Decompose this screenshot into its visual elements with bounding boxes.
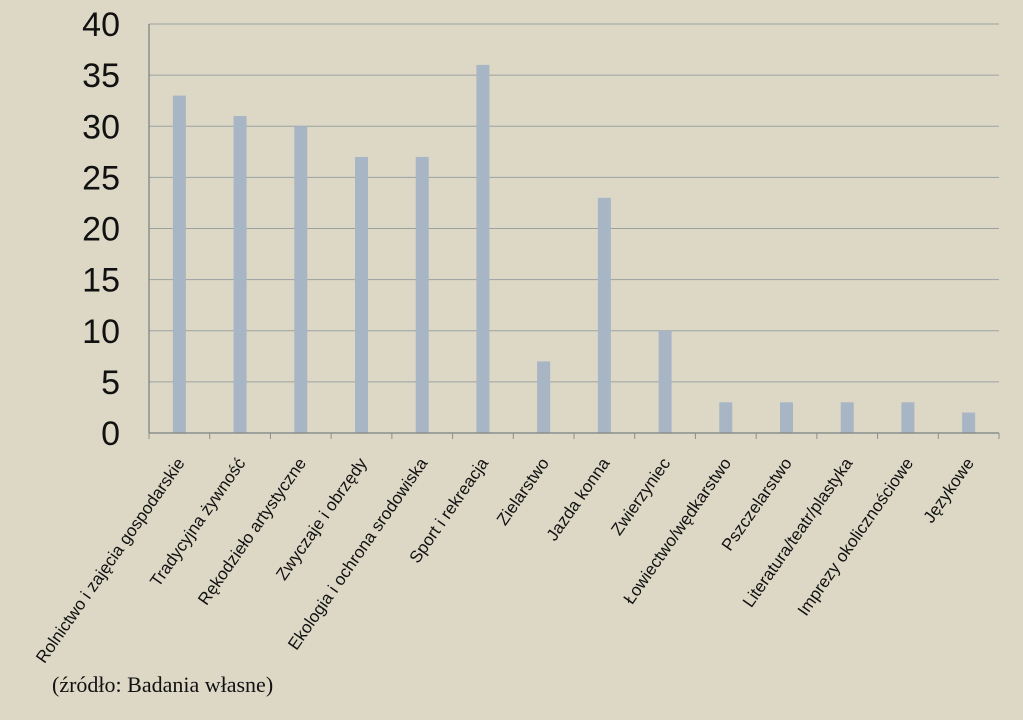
x-tick-label: Jazda konna [543,454,614,544]
y-tick-label: 15 [82,262,120,300]
x-tick-label: Językowe [920,454,978,526]
y-tick-label: 40 [82,6,120,44]
x-tick-labels: Rolnictwo i zajęcia gospodarskieTradycyj… [32,454,978,667]
y-tick-label: 5 [101,364,120,402]
gridlines [149,23,999,383]
x-tick-label: Rękodzieło artystyczne [194,454,310,608]
bar [597,197,611,433]
y-tick-label: 0 [101,415,120,453]
bar [962,412,976,433]
bar [840,402,854,433]
x-tick-label: Imprezy okolicznościowe [794,454,917,619]
y-tick-label: 25 [82,159,120,197]
bar [780,402,793,433]
x-tick-label: Zwierzyniec [607,454,674,539]
bar [172,95,186,433]
y-tick-label: 20 [82,211,120,249]
axes [148,24,1000,439]
bar [658,330,672,433]
y-tick-labels: 0 5 10 15 20 25 30 35 40 [82,6,120,453]
x-tick-label: Zielarstwo [493,454,553,528]
bar [537,361,551,433]
y-tick-label: 35 [82,57,120,95]
bar [355,156,368,434]
bar [233,116,247,434]
bar [901,402,915,433]
bar [294,126,308,433]
bar [415,156,429,434]
bars [172,64,976,434]
bar [476,64,490,434]
x-tick-label: Łowiectwo/wędkarstwo [620,454,735,607]
source-note: (źródło: Badania własne) [52,672,274,697]
x-tick-label: Literatura/teatr/plastyka [739,454,857,611]
y-tick-label: 10 [82,313,120,351]
y-tick-label: 30 [82,108,120,146]
bar [719,402,733,433]
